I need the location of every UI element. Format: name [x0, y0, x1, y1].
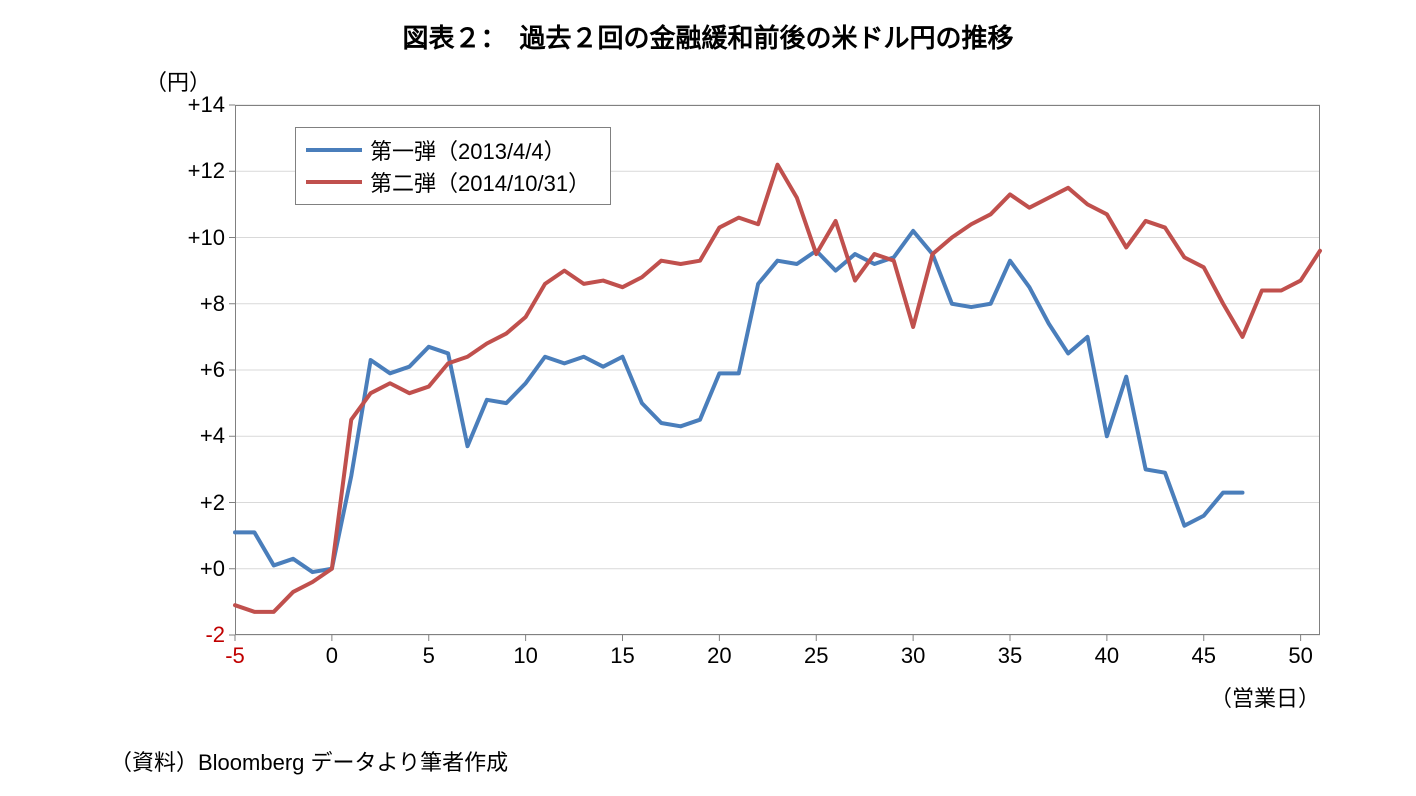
x-tick-label: 40 [1095, 635, 1119, 669]
x-tick-label: 20 [707, 635, 731, 669]
x-tick-label: 15 [610, 635, 634, 669]
chart-title: 図表２： 過去２回の金融緩和前後の米ドル円の推移 [0, 18, 1416, 55]
line-series1 [235, 231, 1243, 572]
legend: 第一弾（2013/4/4）第二弾（2014/10/31） [295, 127, 611, 205]
line-series2 [235, 165, 1320, 612]
legend-label: 第二弾（2014/10/31） [370, 166, 590, 198]
legend-item: 第一弾（2013/4/4） [296, 134, 610, 166]
x-axis-unit: （営業日） [1210, 681, 1320, 713]
x-tick-label: 30 [901, 635, 925, 669]
chart-plot: 第一弾（2013/4/4）第二弾（2014/10/31） -2+0+2+4+6+… [235, 105, 1320, 635]
y-tick-label: +12 [188, 158, 235, 184]
y-tick-label: +0 [200, 556, 235, 582]
y-tick-label: +14 [188, 92, 235, 118]
y-tick-label: +10 [188, 225, 235, 251]
x-tick-label: 0 [326, 635, 338, 669]
legend-swatch [306, 148, 362, 152]
y-tick-label: +8 [200, 291, 235, 317]
x-tick-label: 10 [513, 635, 537, 669]
x-tick-label: 5 [423, 635, 435, 669]
x-tick-label: -5 [225, 635, 245, 669]
legend-swatch [306, 180, 362, 184]
legend-label: 第一弾（2013/4/4） [370, 134, 566, 166]
x-tick-label: 25 [804, 635, 828, 669]
y-tick-label: +4 [200, 423, 235, 449]
y-tick-label: +2 [200, 490, 235, 516]
source-note: （資料）Bloomberg データより筆者作成 [110, 745, 508, 777]
y-tick-label: +6 [200, 357, 235, 383]
x-tick-label: 45 [1192, 635, 1216, 669]
x-tick-label: 35 [998, 635, 1022, 669]
x-tick-label: 50 [1288, 635, 1312, 669]
legend-item: 第二弾（2014/10/31） [296, 166, 610, 198]
